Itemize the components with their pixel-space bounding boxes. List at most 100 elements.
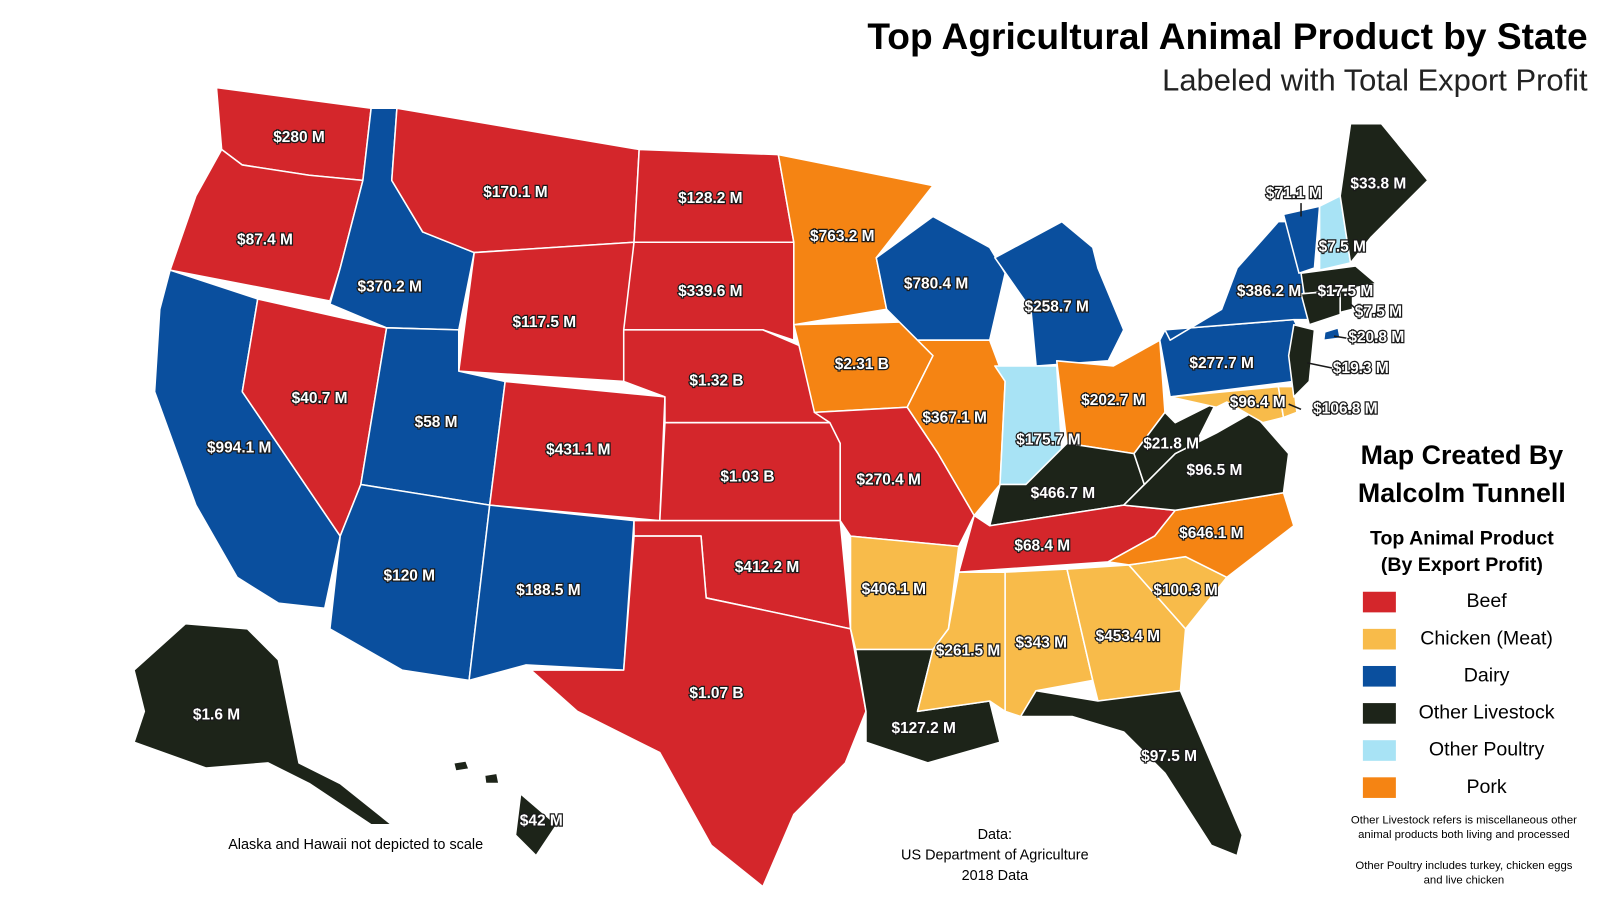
footnote: animal products both living and processe… <box>1358 829 1570 841</box>
state-shape <box>1019 689 1244 857</box>
state-value-label: $280 M <box>273 129 325 146</box>
state-value-label: $1.07 B <box>689 685 743 702</box>
state-value-label: $202.7 M <box>1081 392 1145 409</box>
state-value-label: $343 M <box>1015 634 1067 651</box>
state-value-label: $42 M <box>520 813 563 830</box>
state-shape <box>1300 265 1378 295</box>
state-value-label: $20.8 M <box>1348 329 1404 346</box>
state-value-label: $339.6 M <box>678 283 742 300</box>
title: Top Agricultural Animal Product by State <box>867 15 1587 57</box>
state-value-label: $127.2 M <box>891 720 955 737</box>
state-value-label: $117.5 M <box>513 314 577 331</box>
states-layer <box>133 86 1429 888</box>
legend-swatch <box>1362 628 1396 650</box>
state-value-label: $763.2 M <box>810 228 874 245</box>
state-shape <box>875 215 1006 341</box>
state-value-label: $97.5 M <box>1141 748 1197 765</box>
state-value-label: $1.6 M <box>193 707 240 724</box>
state-value-label: $21.8 M <box>1143 435 1199 452</box>
state-value-label: $412.2 M <box>735 559 799 576</box>
state-value-label: $466.7 M <box>1031 485 1095 502</box>
legend-swatch <box>1362 703 1396 724</box>
source-note: 2018 Data <box>962 868 1030 884</box>
state-value-label: $7.5 M <box>1355 303 1402 320</box>
credit: Map Created By <box>1361 440 1564 470</box>
state-value-label: $370.2 M <box>357 279 421 296</box>
leader-line <box>1350 303 1360 312</box>
state-value-label: $258.7 M <box>1024 298 1088 315</box>
state-shape <box>483 772 500 785</box>
state-value-label: $96.5 M <box>1187 462 1243 479</box>
source-note: Data: <box>978 827 1012 843</box>
state-value-label: $40.7 M <box>292 390 348 407</box>
state-value-label: $71.1 M <box>1266 185 1322 202</box>
state-shape <box>452 760 470 772</box>
footnote: Other Poultry includes turkey, chicken e… <box>1355 860 1572 872</box>
state-value-label: $386.2 M <box>1237 283 1301 300</box>
state-shape <box>514 793 558 857</box>
state-value-label: $2.31 B <box>835 356 889 373</box>
state-shape <box>468 504 635 682</box>
state-shape <box>1339 289 1354 314</box>
state-value-label: $120 M <box>384 567 436 584</box>
legend-label: Chicken (Meat) <box>1420 627 1553 649</box>
labels-layer: $280 M $87.4 M $994.1 M $40.7 M $370.2 M $170… <box>192 128 1408 831</box>
footnote: and live chicken <box>1424 874 1505 886</box>
state-value-label: $128.2 M <box>678 190 742 207</box>
state-value-label: $96.4 M <box>1230 394 1286 411</box>
leader-line <box>1307 362 1333 369</box>
legend-title: (By Export Profit) <box>1381 554 1543 576</box>
state-value-label: $68.4 M <box>1014 537 1070 554</box>
state-value-label: $367.1 M <box>922 410 986 427</box>
state-value-label: $106.8 M <box>1313 400 1377 417</box>
footnote: Other Livestock refers is miscellaneous … <box>1351 815 1577 827</box>
state-value-label: $646.1 M <box>1179 525 1243 542</box>
legend-swatch <box>1362 665 1396 687</box>
state-shape <box>1300 289 1341 326</box>
state-value-label: $261.5 M <box>936 643 1000 660</box>
state-value-label: $431.1 M <box>546 442 610 459</box>
leader-line <box>1333 335 1347 339</box>
state-value-label: $100.3 M <box>1153 582 1217 599</box>
state-value-label: $19.3 M <box>1333 360 1389 377</box>
state-value-label: $17.5 M <box>1317 283 1373 300</box>
state-value-label: $7.5 M <box>1319 239 1366 256</box>
legend-title: Top Animal Product <box>1370 527 1554 549</box>
state-value-label: $453.4 M <box>1096 628 1160 645</box>
legend-label: Pork <box>1466 776 1506 798</box>
state-value-label: $33.8 M <box>1350 176 1406 193</box>
state-shape <box>1322 327 1341 341</box>
state-shape <box>622 241 795 341</box>
state-value-label: $175.7 M <box>1016 431 1080 448</box>
legend-label: Dairy <box>1464 664 1510 686</box>
state-shape <box>1339 122 1429 264</box>
state-shape <box>457 241 635 383</box>
legend-swatch <box>1362 591 1396 613</box>
state-shape <box>1287 323 1316 398</box>
source-note: US Department of Agriculture <box>901 847 1089 863</box>
credit: Malcolm Tunnell <box>1358 478 1566 508</box>
state-shape <box>530 535 867 888</box>
state-shape <box>1277 385 1298 419</box>
state-shape <box>1107 492 1295 579</box>
state-shape <box>133 622 393 826</box>
subtitle: Labeled with Total Export Profit <box>1162 63 1588 98</box>
state-value-label: $58 M <box>415 414 458 431</box>
legend-label: Beef <box>1466 590 1507 612</box>
state-value-label: $406.1 M <box>862 581 926 598</box>
state-value-label: $277.7 M <box>1189 355 1253 372</box>
state-shape <box>390 107 640 254</box>
state-shape <box>1282 205 1321 274</box>
state-value-label: $780.4 M <box>904 276 968 293</box>
state-shape <box>1133 401 1218 486</box>
legend-label: Other Poultry <box>1429 739 1545 761</box>
state-value-label: $170.1 M <box>483 184 547 201</box>
state-value-label: $270.4 M <box>856 471 920 488</box>
state-value-label: $1.32 B <box>689 373 743 390</box>
legend-swatch <box>1362 740 1396 761</box>
state-shape <box>994 220 1125 367</box>
legend-swatch <box>1362 777 1396 798</box>
scale-note: Alaska and Hawaii not depicted to scale <box>228 837 483 853</box>
state-value-label: $87.4 M <box>237 231 293 248</box>
state-value-label: $188.5 M <box>516 582 580 599</box>
